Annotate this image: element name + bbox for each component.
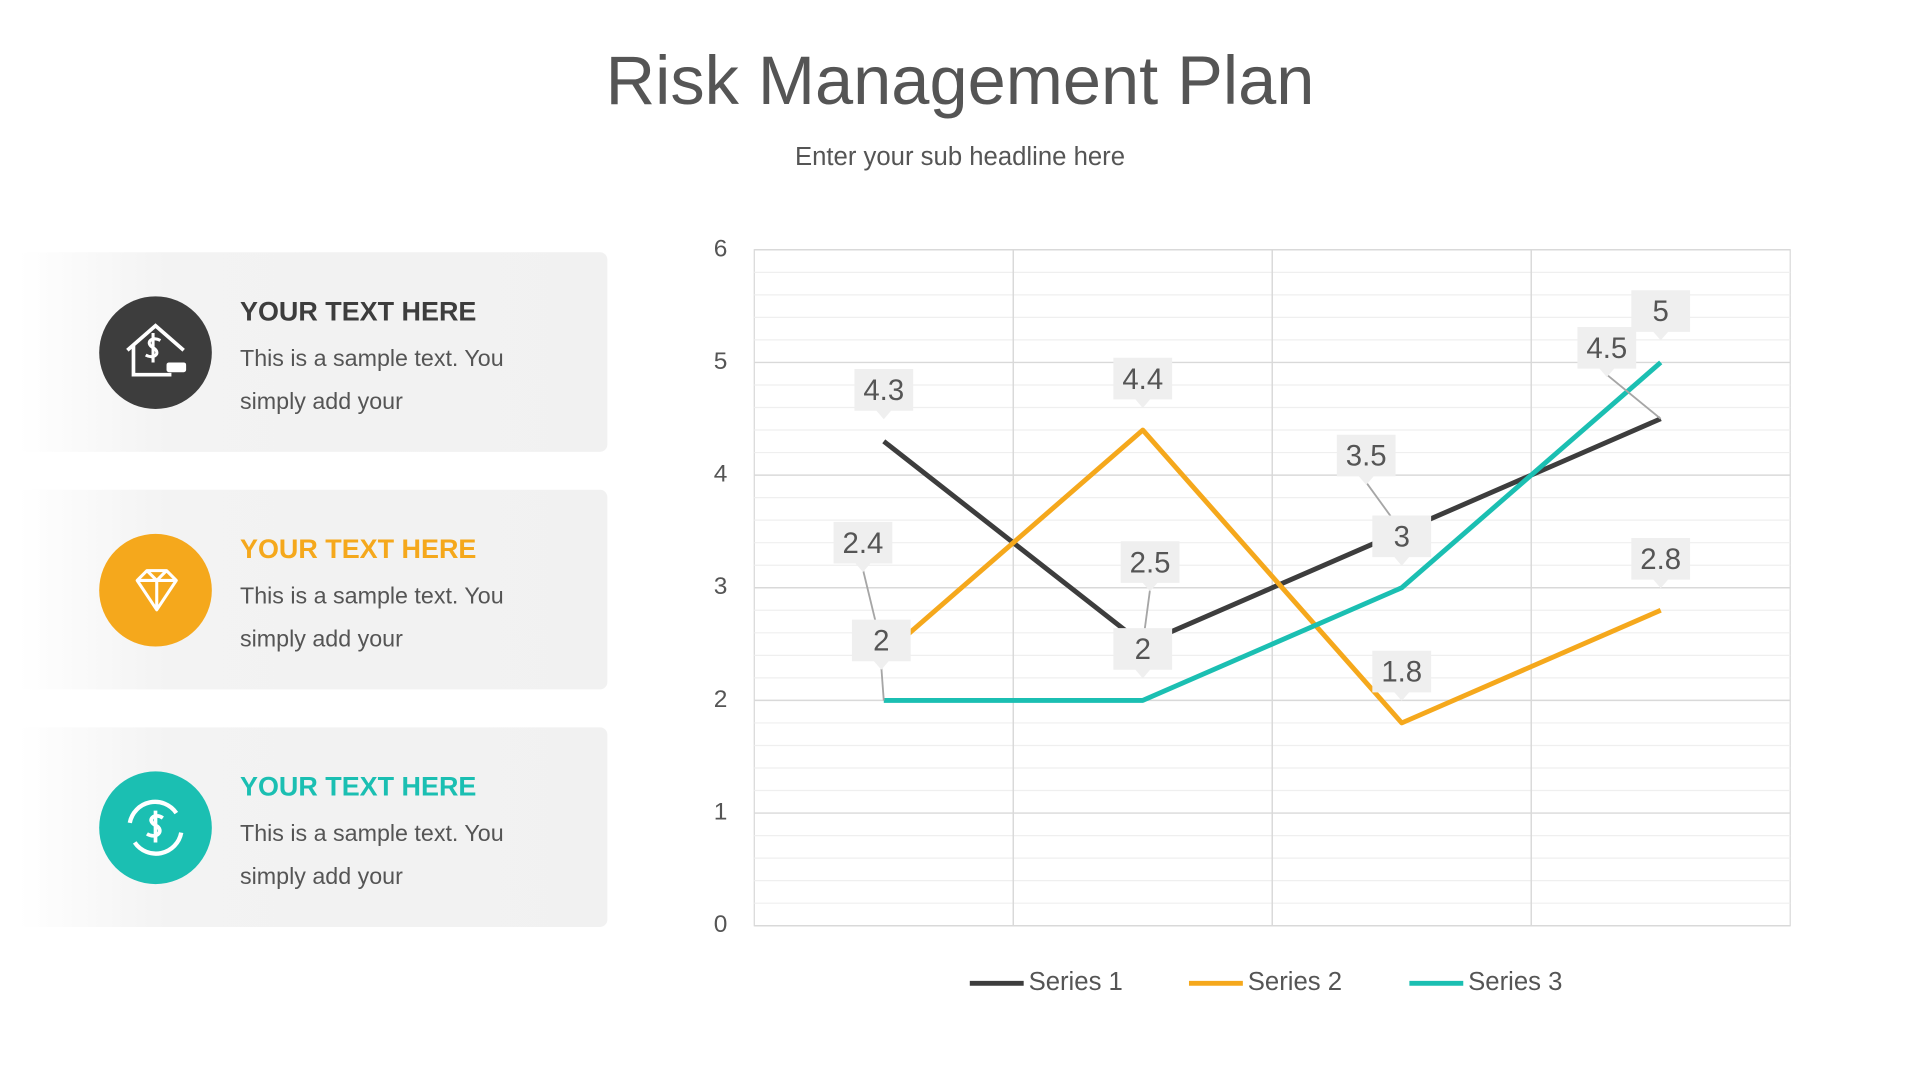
legend-label: Series 1 [1029, 968, 1123, 996]
data-label: 4.3 [863, 374, 904, 407]
card-title: YOUR TEXT HERE [240, 297, 476, 327]
label-callout [851, 619, 911, 670]
data-label: 2 [873, 625, 889, 658]
data-label: 4.5 [1586, 332, 1627, 365]
y-tick-label: 2 [714, 686, 728, 713]
label-callout [1113, 357, 1173, 408]
card-text: This is a sample text. You [240, 820, 504, 846]
icon-dollar [145, 810, 164, 843]
data-label: 5 [1653, 295, 1669, 328]
y-tick-label: 1 [714, 799, 728, 826]
label-callout [1120, 541, 1180, 592]
y-tick-label: 3 [714, 573, 728, 600]
title: Risk Management Plan [606, 42, 1315, 119]
label-callout [1631, 538, 1691, 589]
data-label: 4.4 [1122, 363, 1163, 396]
card-title: YOUR TEXT HERE [240, 534, 476, 564]
label-leader [880, 667, 885, 701]
label-callout [1577, 326, 1637, 378]
card-title: YOUR TEXT HERE [240, 772, 476, 802]
label-callout [1113, 628, 1173, 679]
data-label: 2.5 [1130, 546, 1171, 579]
data-label: 3 [1394, 521, 1410, 554]
y-tick-label: 0 [714, 911, 728, 938]
data-label: 2.4 [843, 527, 884, 560]
label-leader [1606, 373, 1662, 420]
label-callout [1336, 434, 1396, 485]
y-tick-label: 4 [714, 461, 728, 488]
legend-label: Series 2 [1248, 968, 1342, 996]
card: YOUR TEXT HERE This is a sample text. Yo… [18, 727, 608, 927]
card: YOUR TEXT HERE This is a sample text. Yo… [18, 489, 608, 690]
legend-label: Series 3 [1468, 968, 1562, 996]
y-tick-label: 6 [714, 235, 728, 262]
label-callout [833, 521, 893, 573]
subtitle: Enter your sub headline here [795, 143, 1125, 171]
icon-stamp [166, 362, 187, 373]
icon-house [126, 323, 185, 377]
data-label: 2 [1135, 633, 1151, 666]
card-text: simply add your [240, 626, 403, 652]
label-callout [854, 369, 914, 420]
label-callout [1631, 290, 1691, 341]
data-label: 3.5 [1346, 440, 1387, 473]
label-callout [1372, 515, 1432, 566]
card-text: This is a sample text. You [240, 583, 504, 609]
icon-cycle [127, 799, 184, 856]
data-label: 1.8 [1381, 656, 1422, 689]
y-tick-label: 5 [714, 348, 728, 375]
card-text: This is a sample text. You [240, 345, 504, 371]
card-text: simply add your [240, 863, 403, 889]
series-line [883, 360, 1663, 703]
label-callout [1372, 650, 1432, 701]
data-label: 2.8 [1640, 543, 1681, 576]
series-line [882, 427, 1662, 726]
icon-diamond [135, 569, 178, 612]
card-text: simply add your [240, 388, 403, 414]
chart: 0 1 2 3 4 5 6 4.3 2.5 3.5 4.5 2.4 4.4 1.8 2.8 2 2 3 5 Serie… [714, 235, 1791, 996]
card: YOUR TEXT HERE This is a sample text. Yo… [18, 252, 608, 452]
icon-dollar [144, 333, 162, 363]
